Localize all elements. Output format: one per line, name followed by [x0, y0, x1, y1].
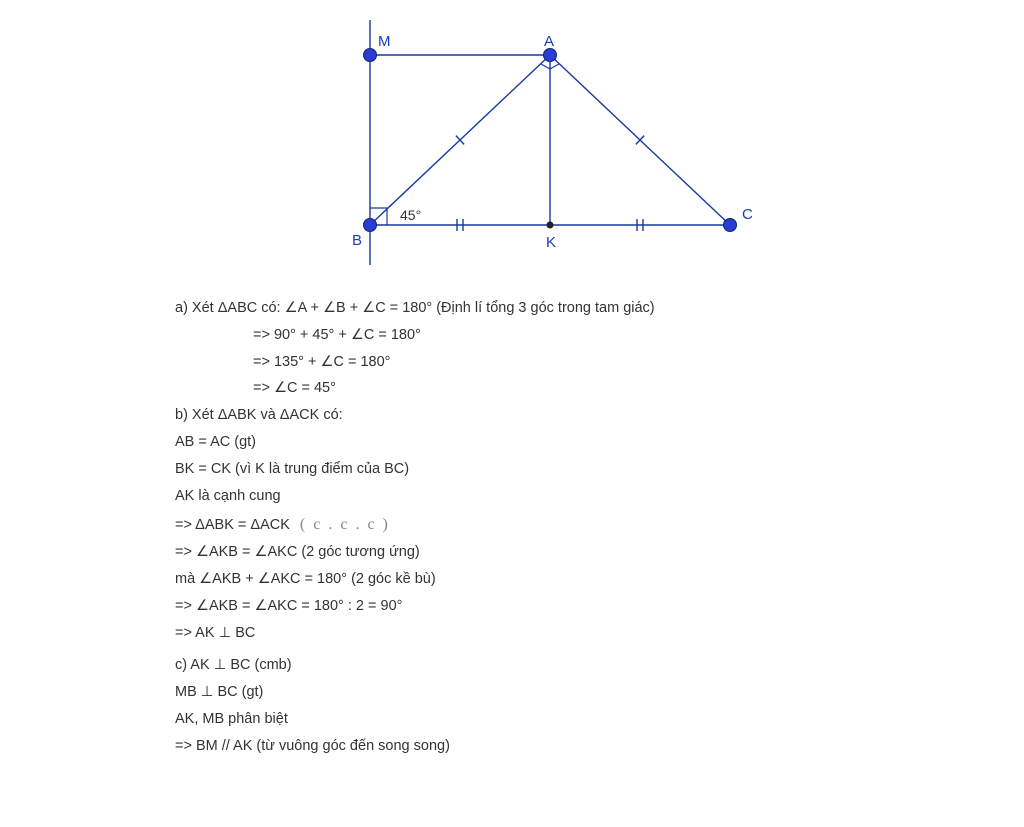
- svg-text:M: M: [378, 33, 391, 50]
- proof-b-3: BK = CK (vì K là trung điểm của BC): [175, 456, 925, 483]
- proof-a-4: => ∠C = 45°: [175, 375, 925, 402]
- proof-b-5: => ΔABK = ΔACK ( c . c . c ): [175, 510, 925, 540]
- svg-text:C: C: [742, 206, 753, 223]
- proof-b-9: => AK ⊥ BC: [175, 620, 925, 647]
- svg-text:45°: 45°: [400, 207, 421, 223]
- diagram-svg: 45° M A B C K: [335, 20, 815, 280]
- proof-c-1: c) AK ⊥ BC (cmb): [175, 652, 925, 679]
- proof-a-1: a) Xét ΔABC có: ∠A + ∠B + ∠C = 180° (Địn…: [175, 295, 925, 322]
- handwriting-annotation: ( c . c . c ): [300, 516, 390, 533]
- proof-b-5-text: => ΔABK = ΔACK: [175, 517, 290, 533]
- proof-b-1: b) Xét ΔABK và ΔACK có:: [175, 402, 925, 429]
- proof-b-4: AK là cạnh cung: [175, 483, 925, 510]
- proof-b-7: mà ∠AKB + ∠AKC = 180° (2 góc kề bù): [175, 566, 925, 593]
- svg-text:K: K: [546, 234, 556, 251]
- proof-a-2: => 90° + 45° + ∠C = 180°: [175, 322, 925, 349]
- proof-b-2: AB = AC (gt): [175, 429, 925, 456]
- proof-a-3: => 135° + ∠C = 180°: [175, 349, 925, 376]
- proof-b-6: => ∠AKB = ∠AKC (2 góc tương ứng): [175, 539, 925, 566]
- proof-b-8: => ∠AKB = ∠AKC = 180° : 2 = 90°: [175, 593, 925, 620]
- geometry-diagram: 45° M A B C K: [335, 20, 815, 280]
- proof-c-3: AK, MB phân biệt: [175, 706, 925, 733]
- svg-text:A: A: [544, 33, 554, 50]
- proof-c-4: => BM // AK (từ vuông góc đến song song): [175, 733, 925, 760]
- svg-text:B: B: [352, 232, 362, 249]
- proof-container: a) Xét ΔABC có: ∠A + ∠B + ∠C = 180° (Địn…: [175, 295, 925, 760]
- proof-c-2: MB ⊥ BC (gt): [175, 679, 925, 706]
